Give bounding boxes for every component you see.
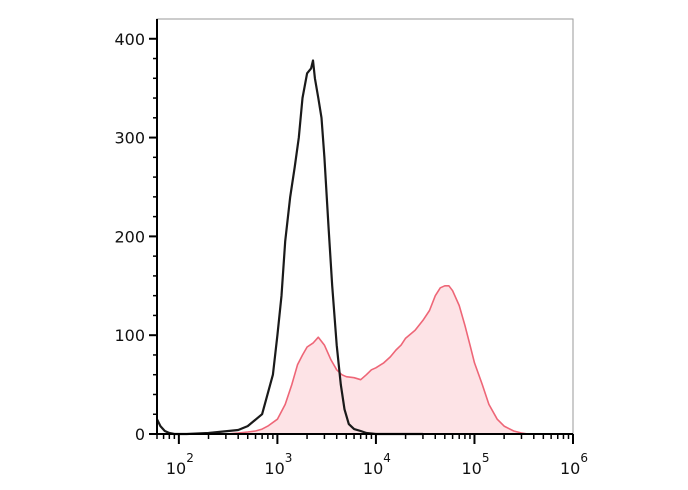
x-tick-label: 103 (264, 451, 292, 478)
x-tick-label: 106 (560, 451, 588, 478)
y-tick-label: 0 (135, 425, 145, 444)
series-1-area (208, 285, 529, 434)
x-tick-label: 104 (363, 451, 391, 478)
y-tick-label: 200 (114, 227, 145, 246)
y-tick-label: 400 (114, 30, 145, 49)
series-layer (156, 59, 529, 436)
y-tick-label: 100 (114, 326, 145, 345)
x-tick-label: 102 (166, 451, 194, 478)
plot-frame (156, 18, 574, 435)
series-1-outline (208, 285, 529, 435)
x-tick-label: 105 (461, 451, 489, 478)
axes-layer: 0 100 200 300 400 102 103 104 105 106 (114, 19, 588, 478)
y-tick-label: 300 (114, 129, 145, 148)
